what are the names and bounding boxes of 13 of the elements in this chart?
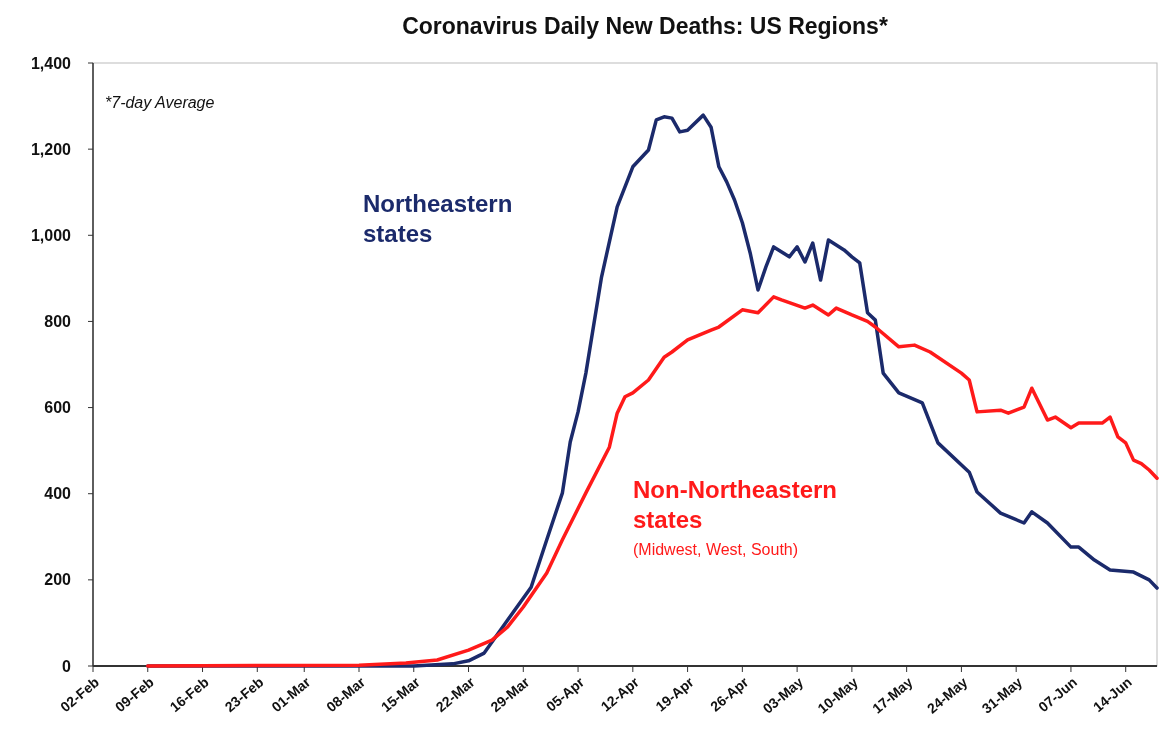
- chart-title: Coronavirus Daily New Deaths: US Regions*: [402, 13, 888, 39]
- y-tick-label: 1,000: [30, 226, 72, 244]
- y-tick-label: 600: [44, 399, 72, 417]
- y-tick-label: 1,400: [30, 54, 72, 72]
- y-tick-label: 0: [62, 657, 72, 675]
- y-tick-label: 1,200: [30, 140, 72, 158]
- y-tick-label: 200: [44, 571, 72, 589]
- series-label: Non-Northeastern states: [633, 476, 838, 533]
- y-tick-label: 400: [44, 485, 72, 503]
- text: Northeastern states: [363, 190, 513, 247]
- y-tick-label: 800: [44, 313, 72, 331]
- annotation: (Midwest, West, South): [633, 541, 799, 558]
- annotation: *7-day Average: [105, 94, 215, 111]
